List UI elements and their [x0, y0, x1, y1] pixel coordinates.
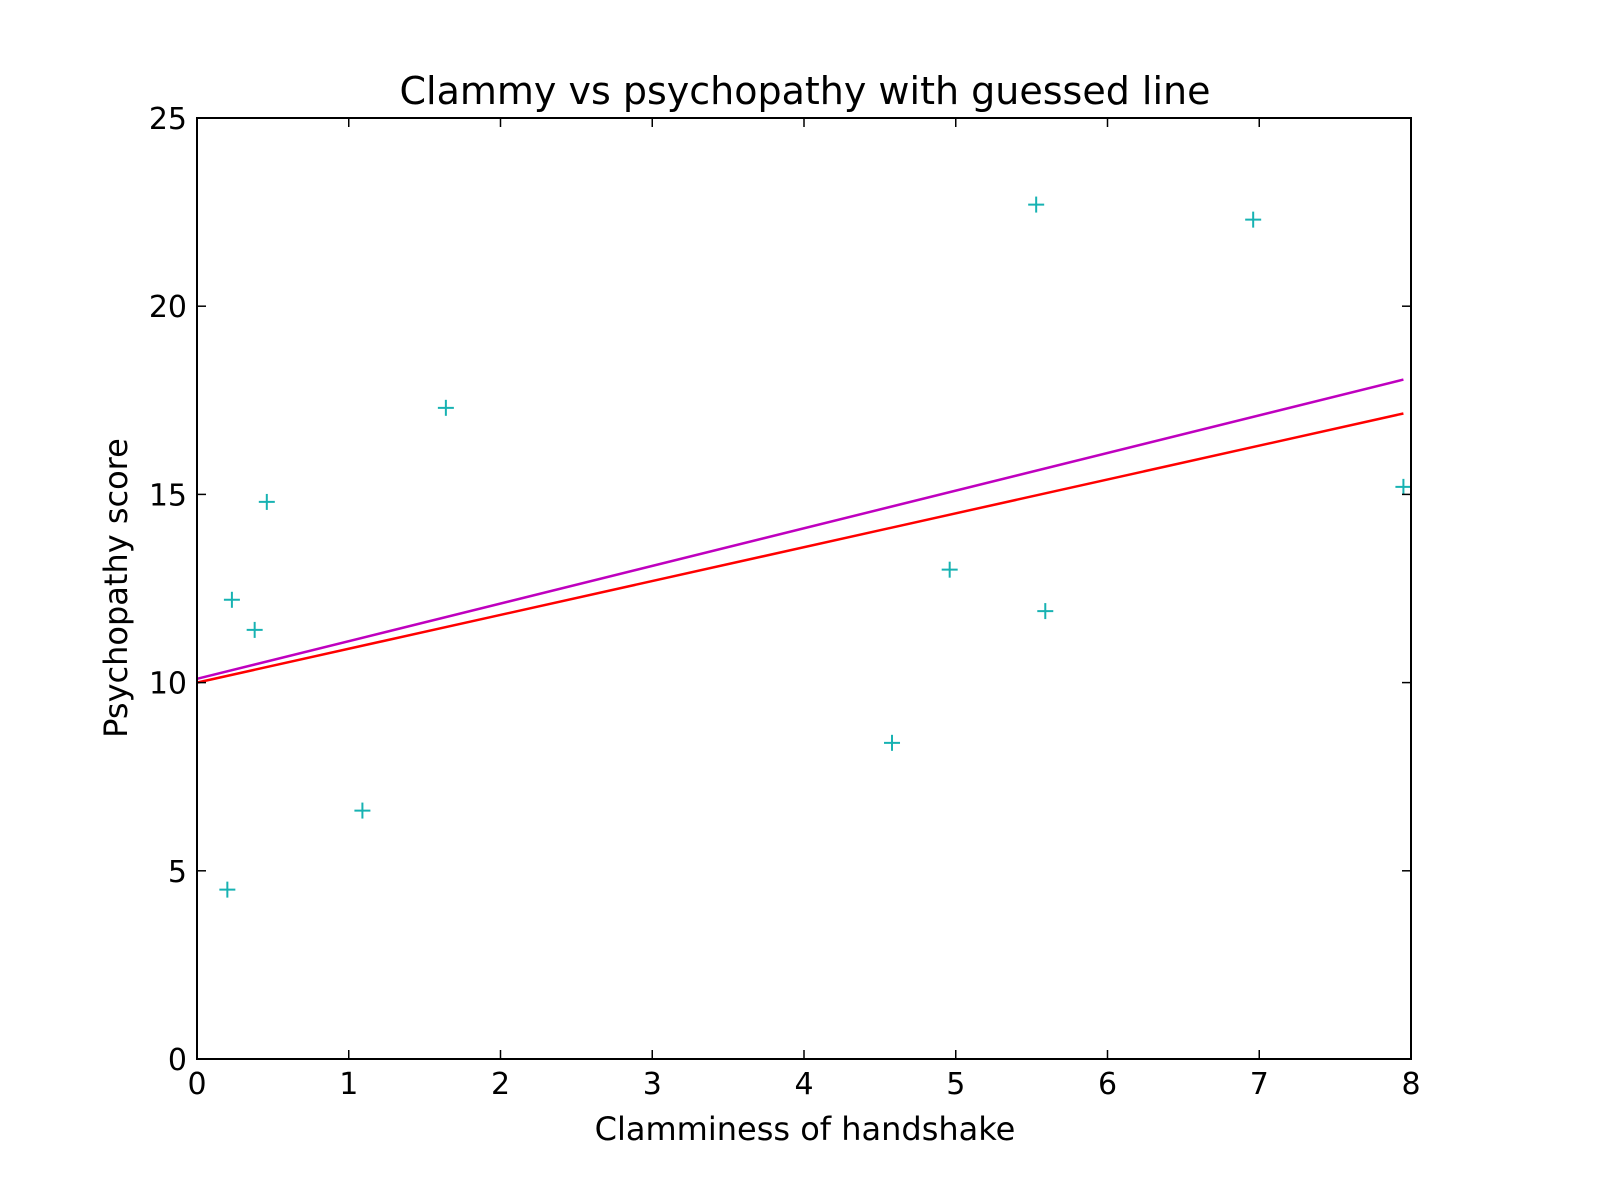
y-tick-label: 20	[149, 290, 187, 325]
x-tick-label: 7	[1250, 1067, 1269, 1102]
plot-lines	[196, 378, 1404, 684]
y-tick-labels: 0 5 10 15 20 25	[149, 102, 187, 1078]
guessed-line-1	[196, 378, 1404, 681]
plot-frame	[196, 117, 1412, 1060]
x-axis-label: Clamminess of handshake	[595, 1110, 1016, 1148]
x-tick-label: 2	[491, 1067, 510, 1102]
x-tick-label: 4	[794, 1067, 813, 1102]
data-point	[1037, 603, 1054, 620]
chart-title: Clammy vs psychopathy with guessed line	[400, 69, 1211, 113]
plot-points	[219, 196, 1412, 898]
x-tick-label: 6	[1098, 1067, 1117, 1102]
data-point	[1395, 478, 1412, 495]
x-tick-label: 5	[946, 1067, 965, 1102]
data-point	[437, 399, 454, 416]
data-point	[884, 734, 901, 751]
x-tick-label: 1	[339, 1067, 358, 1102]
data-point	[258, 493, 275, 510]
y-tick-label: 0	[168, 1043, 187, 1078]
data-point	[354, 802, 371, 819]
y-tick-label: 10	[149, 667, 187, 702]
data-point	[1245, 211, 1262, 228]
x-tick-labels: 0 1 2 3 4 5 6 7 8	[187, 1067, 1420, 1102]
data-point	[223, 591, 240, 608]
x-tick-label: 8	[1401, 1067, 1420, 1102]
data-point	[219, 881, 236, 898]
data-point	[246, 621, 263, 638]
y-tick-label: 15	[149, 478, 187, 513]
x-tick-label: 3	[643, 1067, 662, 1102]
y-axis-label: Psychopathy score	[97, 438, 135, 738]
y-tick-label: 5	[168, 855, 187, 890]
guessed-line-2	[196, 412, 1404, 684]
x-tick-label: 0	[187, 1067, 206, 1102]
data-point	[1028, 196, 1045, 213]
y-tick-label: 25	[149, 102, 187, 137]
data-point	[941, 561, 958, 578]
